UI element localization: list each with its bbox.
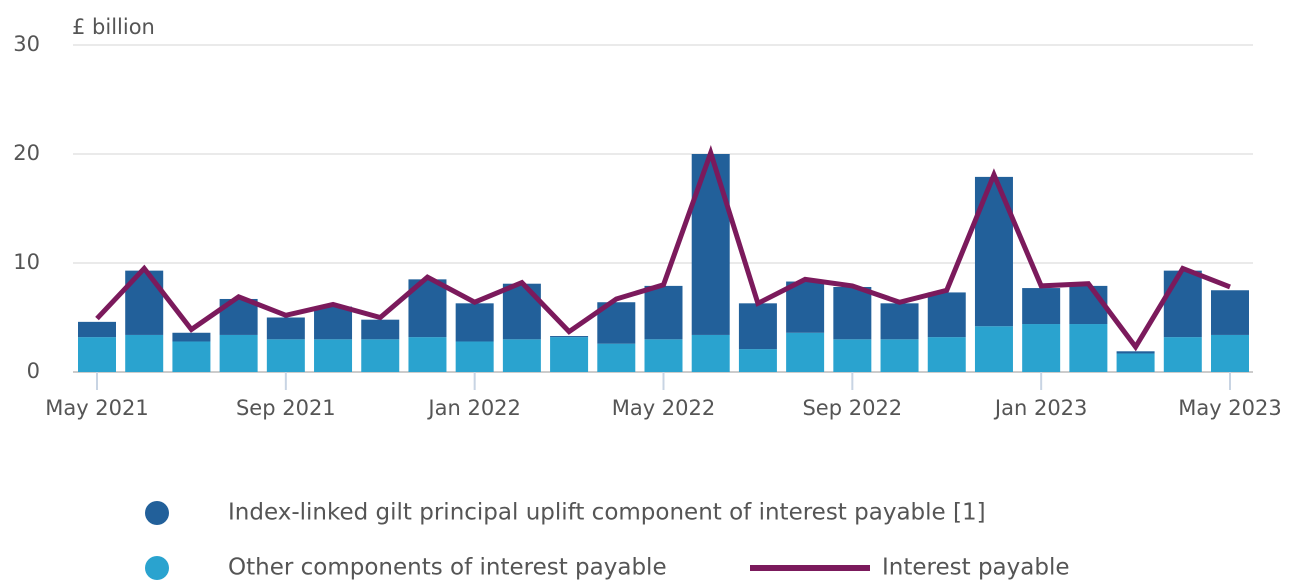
bar (786, 281, 825, 333)
bar (1069, 324, 1108, 372)
bar (644, 339, 683, 372)
bar (880, 339, 919, 372)
x-tick-label: Sep 2022 (802, 396, 902, 420)
bar (1116, 353, 1155, 372)
bar (974, 326, 1013, 372)
bar (1211, 290, 1249, 335)
bar (266, 339, 305, 372)
bar (314, 306, 353, 340)
y-tick-label: 30 (13, 32, 40, 56)
bar (502, 283, 541, 340)
x-tick-label: May 2023 (1178, 396, 1282, 420)
bar (691, 154, 730, 335)
y-axis-label: £ billion (72, 15, 155, 39)
y-tick-label: 10 (13, 250, 40, 274)
legend-label: Interest payable (882, 555, 1069, 581)
x-tick-label: Jan 2023 (993, 396, 1088, 420)
bar (833, 339, 872, 372)
bar (738, 303, 777, 350)
bar (597, 343, 636, 372)
bar (361, 319, 400, 340)
bar (644, 285, 683, 340)
bar (1163, 270, 1202, 338)
legend-marker (145, 501, 169, 525)
line (95, 145, 1231, 352)
y-tick-label: 20 (13, 141, 40, 165)
bar (550, 337, 589, 372)
bar (78, 321, 116, 338)
bar (172, 341, 211, 372)
bar (455, 341, 494, 372)
bar (691, 334, 730, 372)
bar (408, 337, 447, 372)
bar (502, 339, 541, 372)
bar (1116, 351, 1155, 354)
bar (266, 317, 305, 340)
bar (927, 337, 966, 372)
legend-label: Other components of interest payable (228, 555, 667, 581)
bar (786, 332, 825, 372)
bar (314, 339, 353, 372)
bar (172, 332, 211, 342)
bar (1022, 288, 1061, 325)
bar (550, 336, 589, 338)
bar (974, 176, 1013, 327)
bar (880, 303, 919, 340)
x-tick-label: May 2022 (612, 396, 716, 420)
bar (455, 303, 494, 342)
bar (1211, 334, 1249, 372)
bar (361, 339, 400, 372)
x-tick-label: May 2021 (45, 396, 149, 420)
y-tick-label: 0 (27, 359, 40, 383)
bar (927, 292, 966, 338)
legend-label: Index-linked gilt principal uplift compo… (228, 500, 986, 526)
x-tick-label: Sep 2021 (236, 396, 336, 420)
bar (833, 286, 872, 340)
bar (78, 337, 116, 372)
bar (219, 334, 258, 372)
legend-marker (145, 556, 169, 580)
bar (125, 334, 164, 372)
x-tick-label: Jan 2022 (426, 396, 521, 420)
bar (1163, 337, 1202, 372)
bar (1022, 324, 1061, 372)
bar (1069, 285, 1108, 325)
bar (738, 349, 777, 372)
